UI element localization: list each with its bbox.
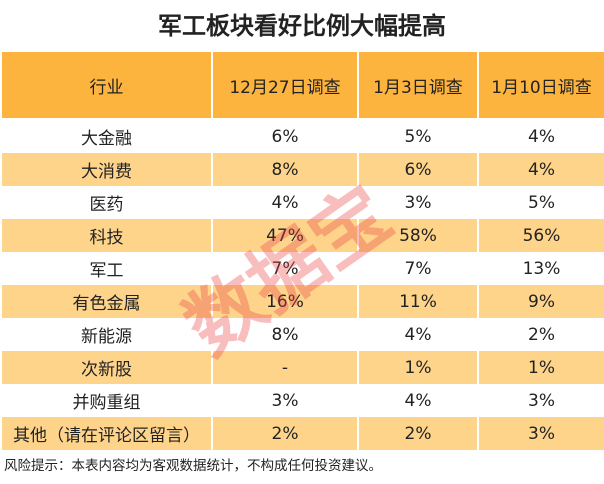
table-row: 其他（请在评论区留言） 2% 2% 3% <box>0 417 604 450</box>
table-cell: - <box>211 351 359 384</box>
table-body: 大金融 6% 5% 4% 大消费 8% 6% 4% 医药 4% 3% 5% 科技 47% 58% 56% 军工 7… <box>0 119 604 450</box>
column-header: 1月10日调查 <box>477 52 604 120</box>
table-cell: 8% <box>211 318 359 351</box>
table-cell: 16% <box>211 285 359 318</box>
table-cell: 8% <box>211 153 359 186</box>
table-cell: 7% <box>357 252 479 285</box>
table-cell: 4% <box>477 153 604 186</box>
table-cell: 11% <box>357 285 479 318</box>
column-header: 1月3日调查 <box>357 52 479 120</box>
row-label: 医药 <box>0 186 213 219</box>
table-cell: 3% <box>477 384 604 417</box>
table-cell: 3% <box>357 186 479 219</box>
table-row: 大金融 6% 5% 4% <box>0 119 604 153</box>
row-label: 大消费 <box>0 153 213 186</box>
table-cell: 4% <box>477 119 604 153</box>
row-label: 其他（请在评论区留言） <box>0 417 213 450</box>
table-cell: 3% <box>211 384 359 417</box>
column-header: 12月27日调查 <box>211 52 359 120</box>
table-row: 次新股 -1% 1% <box>0 351 604 384</box>
table-cell: 5% <box>477 186 604 219</box>
table-row: 医药 4% 3% 5% <box>0 186 604 219</box>
header-row: 行业 12月27日调查 1月3日调查 1月10日调查 <box>0 52 604 120</box>
table-cell: 4% <box>357 318 479 351</box>
table-cell: 47% <box>211 219 359 252</box>
table-cell: 2% <box>477 318 604 351</box>
data-table: 行业 12月27日调查 1月3日调查 1月10日调查 大金融 6% 5% 4% 大消费 8% 6%… <box>0 52 604 450</box>
row-label: 大金融 <box>0 119 213 153</box>
table-cell: 2% <box>211 417 359 450</box>
table-cell: 3% <box>477 417 604 450</box>
table-cell: 1% <box>357 351 479 384</box>
table-row: 并购重组 3% 4% 3% <box>0 384 604 417</box>
table-row: 科技 47% 58% 56% <box>0 219 604 252</box>
table-cell: 1% <box>477 351 604 384</box>
title: 军工板块看好比例大幅提高 <box>158 12 446 40</box>
table-cell: 13% <box>477 252 604 285</box>
row-label: 次新股 <box>0 351 213 384</box>
table-cell: 5% <box>357 119 479 153</box>
footer-note: 风险提示：本表内容均为客观数据统计，不构成任何投资建议。 <box>4 458 382 474</box>
row-label: 并购重组 <box>0 384 213 417</box>
table-cell: 9% <box>477 285 604 318</box>
table-cell: 7% <box>211 252 359 285</box>
row-label: 新能源 <box>0 318 213 351</box>
table-cell: 4% <box>357 384 479 417</box>
table-row: 有色金属 16% 11% 9% <box>0 285 604 318</box>
table-row: 新能源 8% 4% 2% <box>0 318 604 351</box>
table-cell: 56% <box>477 219 604 252</box>
table-cell: 4% <box>211 186 359 219</box>
table-cell: 58% <box>357 219 479 252</box>
table-cell: 6% <box>211 119 359 153</box>
row-label: 有色金属 <box>0 285 213 318</box>
table-row: 大消费 8% 6% 4% <box>0 153 604 186</box>
table-cell: 6% <box>357 153 479 186</box>
row-label: 科技 <box>0 219 213 252</box>
column-header: 行业 <box>0 52 213 120</box>
row-label: 军工 <box>0 252 213 285</box>
table-row: 军工 7% 7% 13% <box>0 252 604 285</box>
table-cell: 2% <box>357 417 479 450</box>
